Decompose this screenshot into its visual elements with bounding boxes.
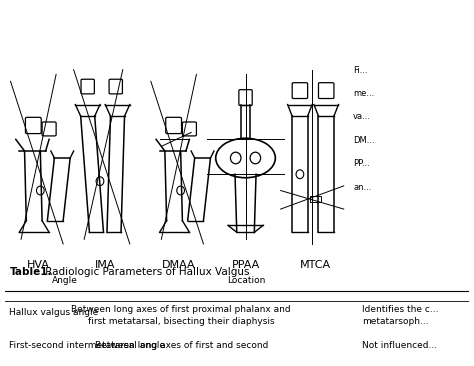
Text: Between long axes of first proximal phalanx and: Between long axes of first proximal phal… <box>72 305 291 314</box>
Text: va...: va... <box>353 112 371 122</box>
Text: Between long axes of first and second: Between long axes of first and second <box>95 341 268 350</box>
Text: First-second intermetatarsal angle: First-second intermetatarsal angle <box>9 341 165 350</box>
Text: Identifies the c...: Identifies the c... <box>363 305 439 314</box>
Text: Hallux valgus angle: Hallux valgus angle <box>9 308 99 317</box>
Text: HVA: HVA <box>27 260 50 270</box>
Text: Fi...: Fi... <box>353 66 368 75</box>
Text: Angle: Angle <box>52 276 78 285</box>
Text: metatarsoph...: metatarsoph... <box>363 317 429 326</box>
Text: MTCA: MTCA <box>300 260 331 270</box>
Text: me...: me... <box>353 89 374 98</box>
Text: Not influenced...: Not influenced... <box>363 341 438 350</box>
Text: an...: an... <box>353 183 372 192</box>
Text: Table1.: Table1. <box>9 267 52 277</box>
Text: PPAA: PPAA <box>231 260 260 270</box>
Text: Radiologic Parameters of Hallux Valgus: Radiologic Parameters of Hallux Valgus <box>42 267 249 277</box>
Text: Location: Location <box>227 276 265 285</box>
Text: DMAA: DMAA <box>162 260 196 270</box>
Text: IMA: IMA <box>95 260 116 270</box>
Text: first metatarsal, bisecting their diaphysis: first metatarsal, bisecting their diaphy… <box>88 317 274 326</box>
Bar <box>310 196 321 202</box>
Text: DM...: DM... <box>353 136 375 145</box>
Text: PP...: PP... <box>353 159 370 168</box>
